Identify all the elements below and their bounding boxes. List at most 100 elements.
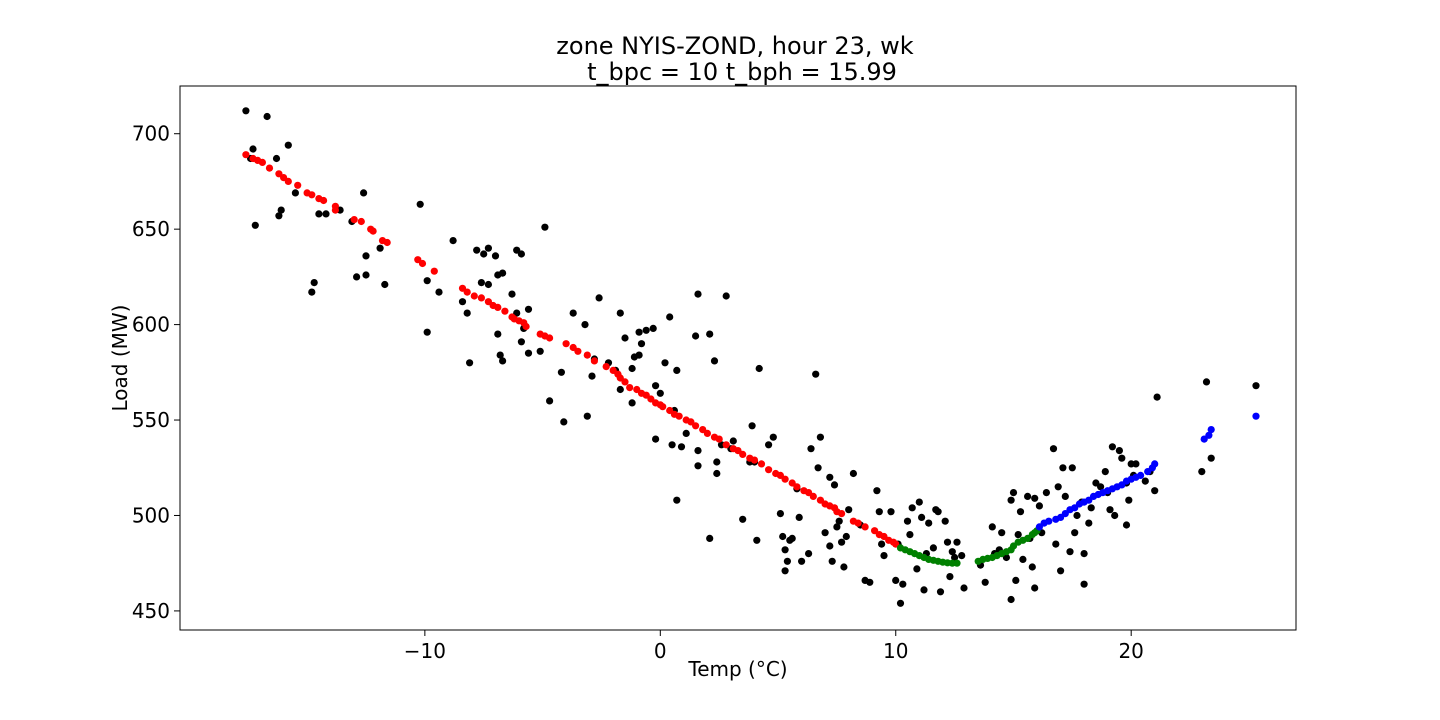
data-point-s0-216 (1132, 460, 1140, 468)
data-point-s0-29 (466, 359, 474, 367)
data-point-s0-161 (951, 553, 959, 562)
data-point-s3-28 (1252, 412, 1260, 420)
data-point-s0-65 (628, 364, 636, 373)
data-point-s0-69 (635, 328, 643, 336)
data-point-s0-115 (805, 550, 813, 558)
data-point-s0-92 (713, 458, 721, 466)
y-tick-label: 550 (132, 408, 170, 432)
data-point-s1-18 (369, 227, 377, 235)
data-point-s0-213 (1125, 496, 1133, 504)
data-point-s3-2 (1045, 517, 1053, 525)
data-point-s0-45 (517, 338, 526, 346)
data-point-s0-24 (435, 288, 443, 296)
data-point-s0-102 (755, 364, 763, 373)
data-point-s0-23 (423, 277, 431, 285)
data-point-s0-146 (908, 504, 916, 512)
data-point-s0-20 (308, 288, 316, 296)
data-point-s0-18 (376, 244, 384, 252)
data-point-s1-39 (546, 334, 554, 342)
data-point-s0-148 (915, 498, 923, 506)
data-point-s0-47 (524, 305, 533, 313)
data-point-s0-222 (1202, 378, 1211, 386)
data-point-s0-203 (1097, 483, 1105, 491)
data-point-s1-26 (470, 292, 478, 300)
data-point-s0-127 (838, 538, 846, 546)
data-point-s0-75 (656, 389, 664, 397)
x-tick-label: −10 (404, 639, 446, 663)
data-point-s0-193 (1066, 548, 1074, 556)
data-point-s0-52 (557, 368, 566, 376)
data-point-s0-186 (1042, 489, 1050, 497)
data-point-s1-74 (757, 460, 766, 468)
data-point-s0-34 (484, 244, 492, 252)
data-point-s0-221 (1198, 468, 1206, 476)
data-point-s0-176 (1014, 531, 1022, 539)
data-point-s0-68 (635, 351, 643, 359)
data-point-s1-50 (626, 384, 634, 392)
data-point-s0-163 (958, 552, 966, 560)
data-point-s1-12 (320, 196, 328, 205)
data-point-s0-135 (873, 487, 881, 495)
data-point-s0-189 (1054, 483, 1062, 491)
plot-area-frame (179, 85, 1297, 631)
data-point-s1-16 (357, 217, 365, 226)
data-point-s1-31 (501, 307, 509, 315)
data-point-s0-181 (1028, 563, 1036, 571)
data-point-s2-12 (953, 559, 961, 567)
data-point-s0-123 (828, 557, 836, 565)
data-point-s1-83 (809, 492, 817, 500)
data-point-s0-59 (595, 294, 603, 302)
data-point-s0-192 (1061, 492, 1069, 500)
data-point-s0-13 (360, 189, 368, 197)
data-point-s0-78 (668, 441, 676, 449)
y-tick-label: 500 (132, 503, 170, 527)
data-point-s1-44 (590, 357, 599, 365)
data-point-s0-97 (739, 515, 747, 523)
data-point-s0-125 (833, 523, 841, 531)
data-point-s0-183 (1031, 584, 1039, 592)
data-point-s3-26 (1205, 431, 1213, 439)
data-point-s0-174 (1009, 489, 1018, 497)
data-point-s0-149 (918, 513, 926, 522)
x-axis-ticks: −10 0 10 20 (404, 630, 1144, 663)
y-tick-label: 600 (132, 313, 170, 337)
data-point-s1-65 (703, 429, 712, 437)
data-point-s0-37 (499, 269, 507, 277)
data-point-s0-178 (1019, 555, 1027, 564)
data-point-s1-63 (692, 422, 700, 430)
data-point-s0-200 (1085, 519, 1093, 527)
data-point-s0-73 (652, 435, 660, 443)
data-point-s0-208 (1111, 511, 1119, 520)
data-point-s0-70 (637, 340, 646, 348)
data-point-s1-71 (739, 450, 747, 458)
data-point-s0-111 (788, 534, 796, 543)
data-point-s0-114 (798, 557, 806, 565)
data-point-s0-96 (729, 437, 737, 445)
data-point-s3-24 (1151, 460, 1159, 468)
data-point-s1-91 (854, 519, 862, 527)
data-point-s0-194 (1068, 464, 1076, 472)
data-point-s0-196 (1073, 511, 1081, 520)
data-point-s0-94 (722, 292, 730, 300)
data-point-s0-121 (826, 473, 834, 481)
data-point-s0-50 (541, 223, 549, 231)
data-point-s0-187 (1049, 445, 1058, 453)
data-point-s1-67 (715, 435, 723, 443)
x-tick-label: 10 (883, 639, 908, 663)
data-point-s0-6 (251, 221, 259, 229)
data-point-s0-182 (1031, 494, 1039, 502)
data-point-s0-126 (835, 517, 843, 525)
data-point-s0-11 (322, 210, 330, 218)
data-point-s0-105 (776, 509, 785, 518)
data-point-s0-0 (242, 107, 250, 115)
y-tick-label: 450 (132, 599, 170, 623)
data-point-s0-55 (581, 321, 589, 329)
data-point-s0-85 (694, 462, 702, 470)
data-point-s0-207 (1108, 443, 1116, 451)
data-point-s0-142 (896, 599, 905, 607)
data-point-s0-173 (1007, 496, 1015, 504)
data-point-s1-89 (838, 509, 846, 518)
data-point-s1-15 (350, 216, 358, 224)
data-point-s0-113 (795, 513, 803, 522)
data-point-s0-204 (1101, 468, 1109, 476)
